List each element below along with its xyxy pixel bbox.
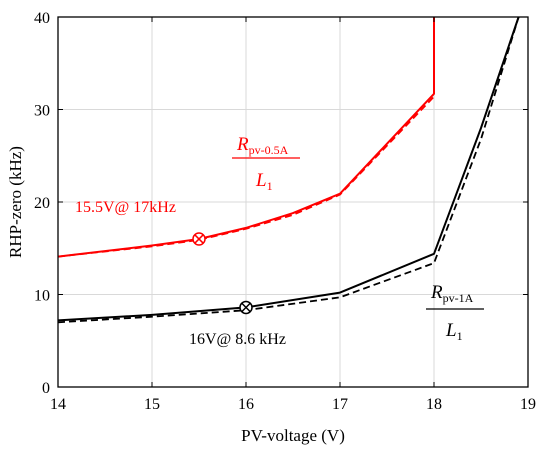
x-tick-label: 19 <box>520 396 536 413</box>
y-tick-label: 0 <box>42 380 50 397</box>
black-point-annotation: 16V@ 8.6 kHz <box>189 331 286 348</box>
red-formula-denominator-sub: 1 <box>267 179 273 193</box>
x-tick-label: 15 <box>144 396 160 413</box>
red-point-annotation: 15.5V@ 17kHz <box>75 199 176 216</box>
black-formula-subscript: pv-1A <box>443 291 474 305</box>
x-tick-label: 14 <box>50 396 66 413</box>
y-tick-label: 30 <box>34 103 50 120</box>
black-formula-denominator: L <box>445 320 457 341</box>
x-tick-label: 17 <box>332 396 348 413</box>
y-tick-label: 10 <box>34 288 50 305</box>
svg-text:Rpv-0.5A: Rpv-0.5A <box>236 134 289 157</box>
red-formula-denominator: L <box>255 170 267 191</box>
black-formula-denominator-sub: 1 <box>457 329 463 343</box>
point-markers <box>192 232 253 315</box>
axis-ticks: 14 15 16 17 18 19 0 10 20 30 40 <box>34 10 536 413</box>
x-axis-title: PV-voltage (V) <box>241 426 345 445</box>
red-formula: Rpv-0.5A L1 <box>232 134 300 193</box>
black-formula: Rpv-1A L1 <box>426 282 484 343</box>
y-tick-label: 20 <box>34 195 50 212</box>
circled-x-marker <box>192 232 206 246</box>
svg-text:Rpv-1A: Rpv-1A <box>430 282 474 305</box>
circled-x-marker <box>239 300 253 315</box>
series-line-1-dashed <box>57 17 435 258</box>
svg-text:L1: L1 <box>445 320 463 343</box>
y-tick-label: 40 <box>34 10 50 27</box>
series-line-2-solid <box>57 16 520 322</box>
black-formula-symbol: R <box>430 282 443 303</box>
series-lines <box>57 16 520 324</box>
series-line-3-dashed <box>57 16 520 324</box>
x-tick-label: 18 <box>426 396 442 413</box>
svg-text:L1: L1 <box>255 170 273 193</box>
red-formula-subscript: pv-0.5A <box>249 143 289 157</box>
y-axis-title: RHP-zero (kHz) <box>6 146 25 258</box>
x-tick-label: 16 <box>238 396 254 413</box>
red-formula-symbol: R <box>236 134 249 155</box>
